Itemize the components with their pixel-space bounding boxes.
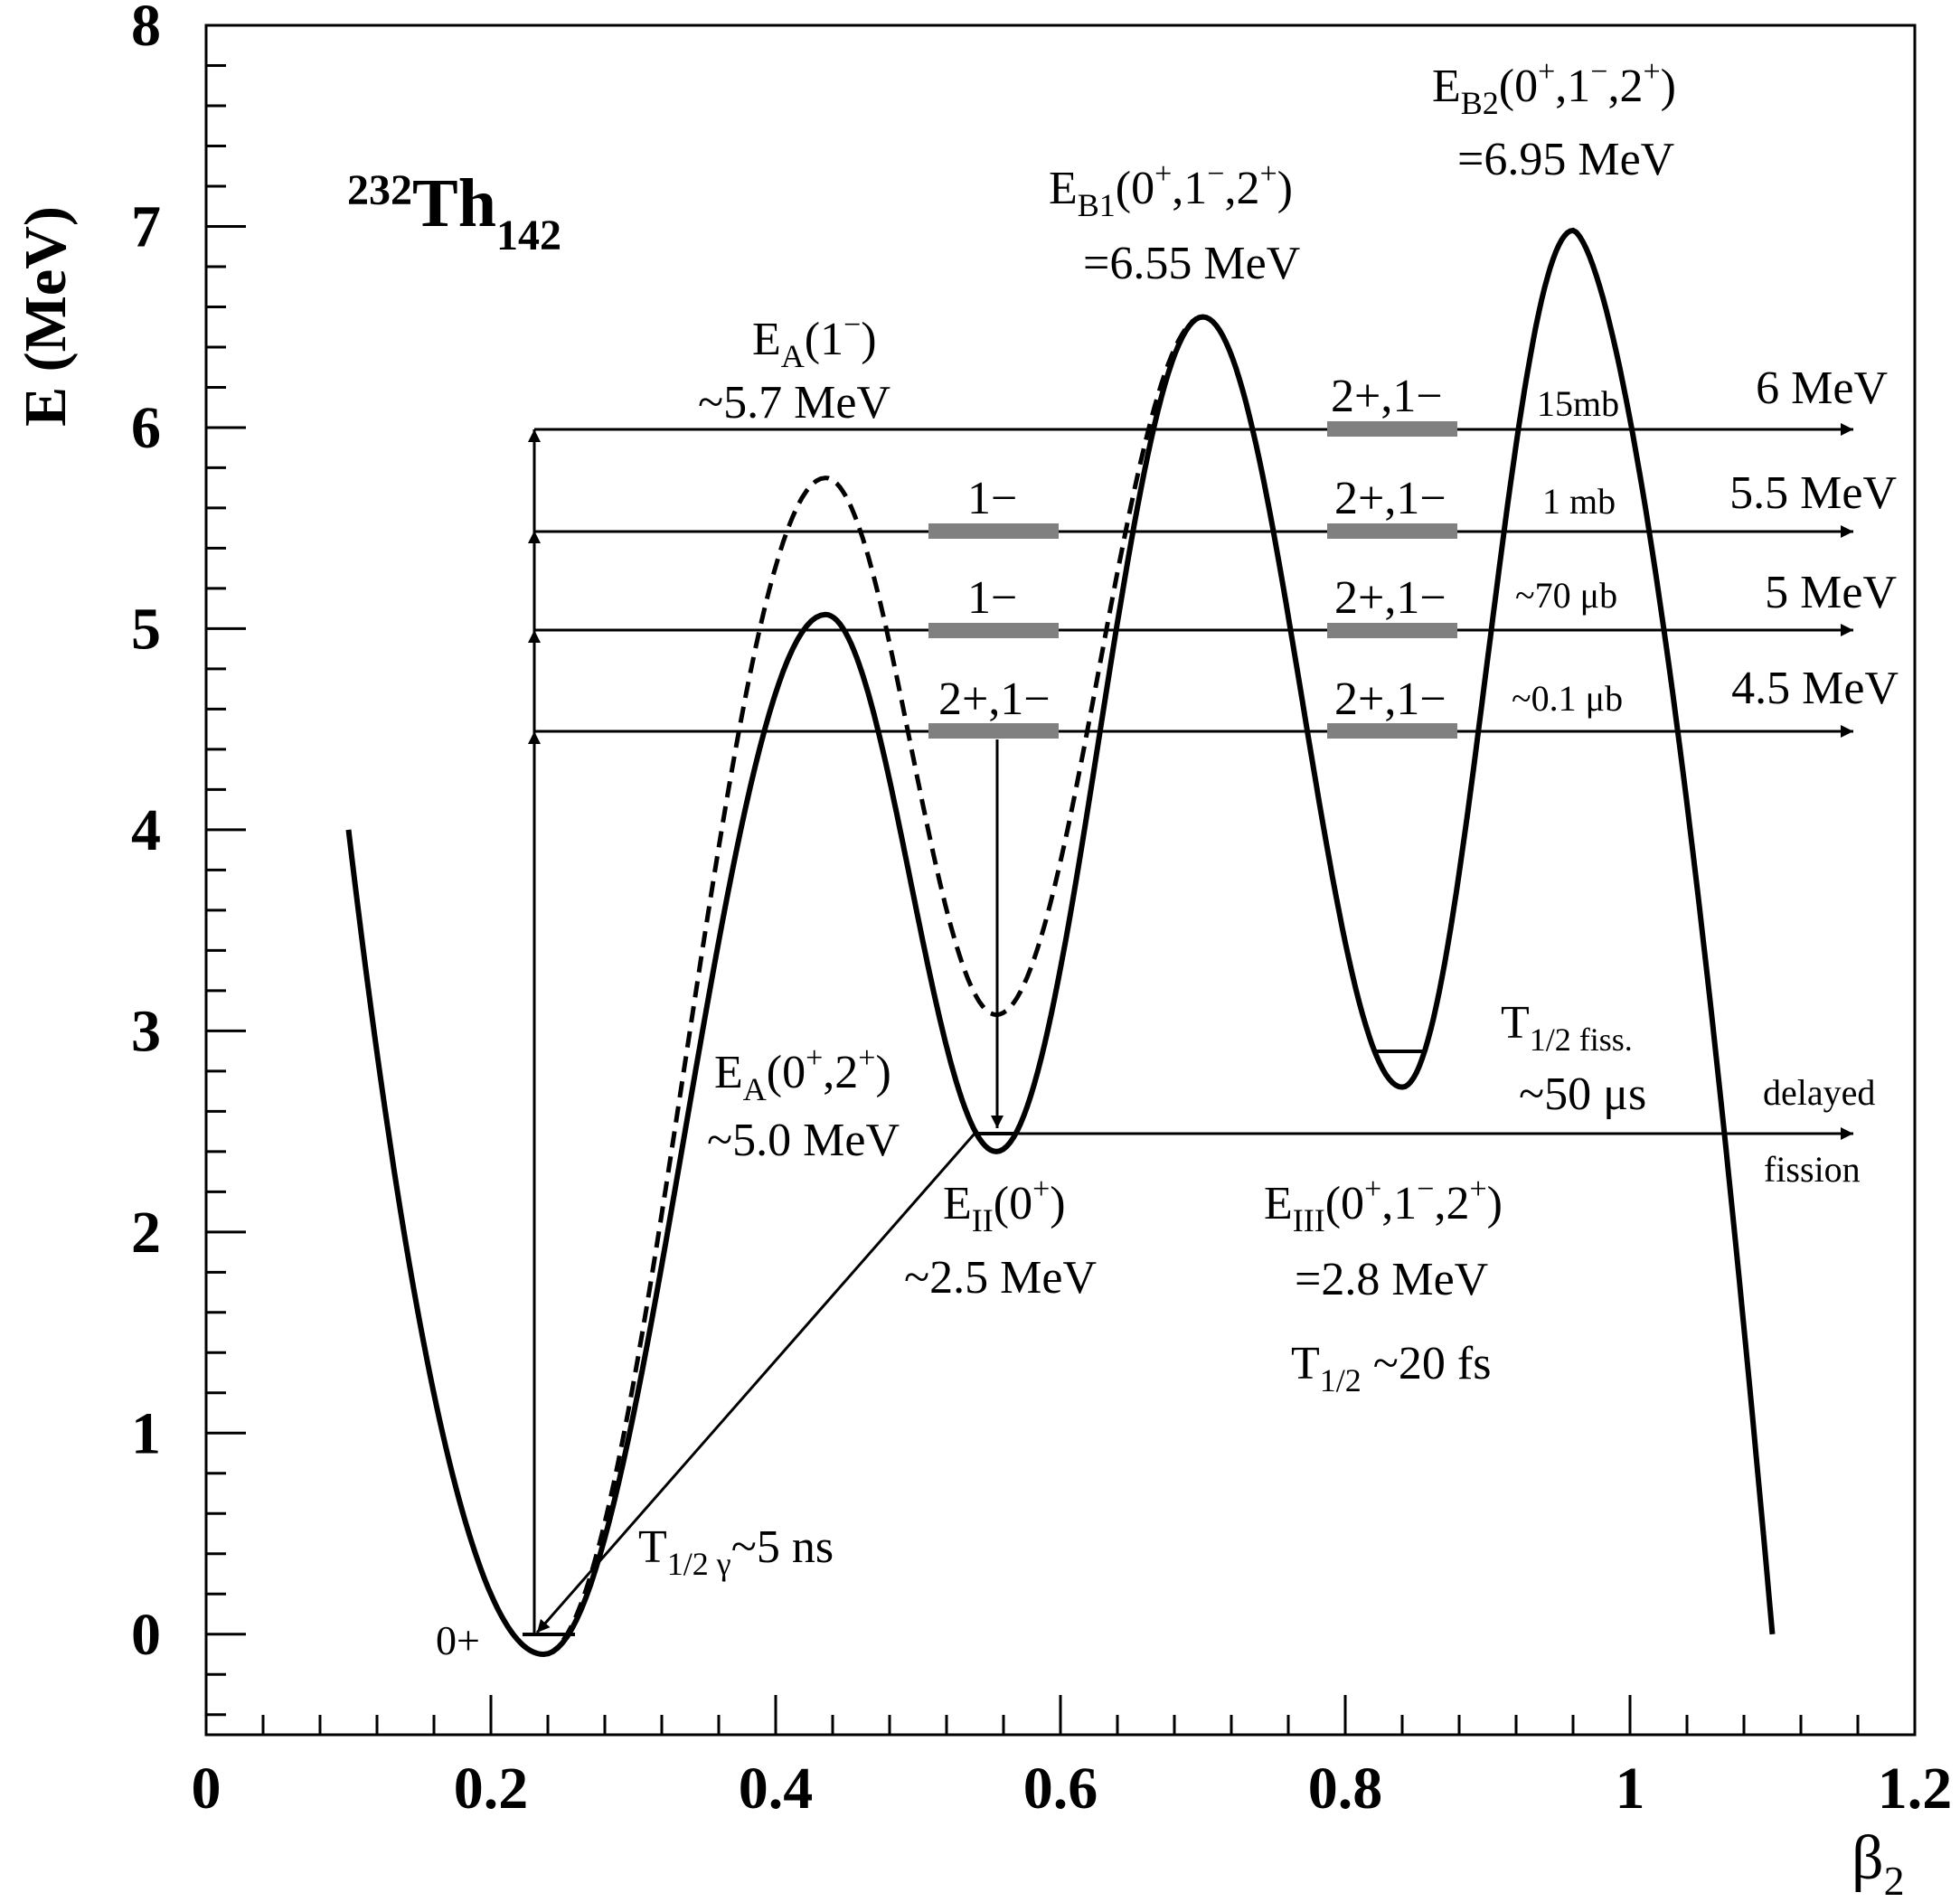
state-bar-iii-6 [1327,421,1457,437]
energy-label-5-5: 5.5 MeV [1729,467,1897,519]
third-well-value: =2.8 MeV [1295,1254,1488,1305]
y-tick-label: 2 [131,1200,161,1266]
cross-section-4-5: ~0.1 μb [1512,678,1623,719]
axis-tick-labels: 0 0.2 0.4 0.6 0.8 1 1.2 0 1 2 3 4 5 6 7 8 [131,0,1952,1822]
x-axis-title-symbol: β [1852,1823,1884,1893]
states-ii-5: 1− [967,572,1017,624]
y-tick-label: 8 [131,0,161,59]
state-bar-iii-4-5 [1327,723,1457,739]
state-bar-iii-5 [1327,623,1457,638]
barrier-a-1minus-value: ~5.7 MeV [698,377,890,428]
x-axis-title-sub: 2 [1884,1858,1905,1902]
states-iii-5: 2+,1− [1334,572,1446,624]
energy-label-6: 6 MeV [1756,363,1888,414]
excitation-lines [534,423,1853,738]
x-axis-title: β2 [1852,1823,1905,1902]
potential-curve-solid [345,227,1776,1658]
barrier-a-02-label: EA(0+,2+) [714,1041,891,1107]
fission-halflife-value: ~50 μs [1519,1069,1646,1120]
x-tick-label: 0.4 [739,1756,814,1822]
x-tick-label: 0 [192,1756,221,1822]
barrier-b2-value: =6.95 MeV [1457,134,1674,185]
third-well-label: EIII(0+,1−,2+) [1264,1172,1503,1238]
neutron-number: 142 [496,212,561,259]
gamma-halflife-label: T1/2 γ~5 ns [638,1521,834,1582]
state-bar-ii-5 [928,623,1059,638]
states-iii-4-5: 2+,1− [1334,673,1446,725]
plot-frame [204,24,1917,1737]
states-iii-6: 2+,1− [1331,371,1443,422]
y-tick-label: 0 [131,1602,161,1668]
states-ii-5-5: 1− [967,473,1017,524]
barrier-a-02-value: ~5.0 MeV [707,1115,900,1166]
barrier-a-1minus-label: EA(1−) [752,308,877,374]
cross-section-5-5: 1 mb [1542,481,1616,522]
x-tick-label: 1.2 [1878,1756,1953,1822]
second-well-label: EII(0+) [943,1172,1066,1238]
fission-halflife-label: T1/2 fiss. [1501,997,1633,1058]
y-tick-label: 3 [131,998,161,1064]
x-tick-label: 1 [1616,1756,1645,1822]
element-symbol: Th [412,165,496,241]
states-iii-5-5: 2+,1− [1334,473,1446,524]
y-tick-label: 7 [131,193,161,259]
mass-number: 232 [347,166,412,214]
x-tick-label: 0.6 [1023,1756,1098,1822]
ground-state-label: 0+ [436,1617,480,1663]
state-bar-ii-4-5 [928,723,1059,739]
state-bar-ii-5-5 [928,523,1059,539]
barrier-b1-label: EB1(0+,1−,2+) [1049,157,1293,223]
third-well-halflife: T1/2 ~20 fs [1291,1338,1491,1398]
axis-ticks [204,24,1917,1735]
delayed-label: delayed [1763,1072,1875,1113]
cross-section-6: 15mb [1537,383,1619,424]
x-tick-label: 0.8 [1308,1756,1383,1822]
gamma-decay-arrow [535,1133,976,1634]
y-axis-title: E (MeV) [13,206,79,427]
barrier-b2-label: EB2(0+,1−,2+) [1432,55,1676,121]
state-bar-iii-5-5 [1327,523,1457,539]
energy-label-4-5: 4.5 MeV [1731,663,1899,714]
cross-section-5: ~70 μb [1515,575,1617,616]
y-tick-label: 5 [131,596,161,662]
y-tick-label: 4 [131,797,161,863]
barrier-b1-value: =6.55 MeV [1083,238,1300,289]
fission-label: fission [1764,1149,1861,1190]
state-bars [928,421,1457,739]
potential-curve-dashed [542,315,1203,1657]
energy-label-5: 5 MeV [1765,567,1897,618]
states-ii-4-5: 2+,1− [938,673,1051,725]
y-tick-label: 6 [131,395,161,461]
nucleus-label: 232Th142 [347,165,561,259]
y-tick-label: 1 [131,1400,161,1466]
second-well-value: ~2.5 MeV [904,1252,1097,1304]
x-tick-label: 0.2 [454,1756,529,1822]
